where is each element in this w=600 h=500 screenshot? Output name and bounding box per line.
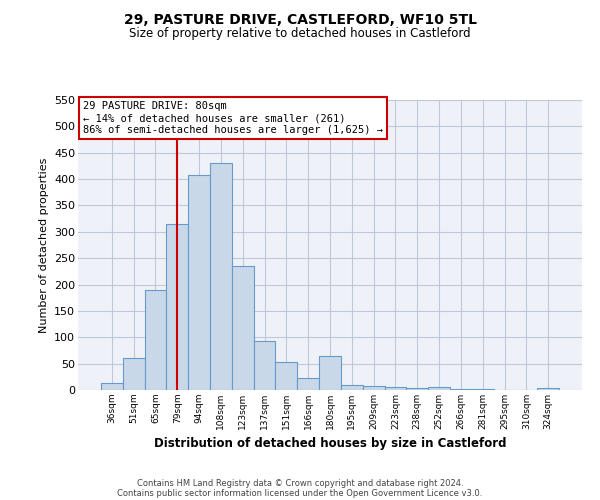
- Text: Contains HM Land Registry data © Crown copyright and database right 2024.: Contains HM Land Registry data © Crown c…: [137, 478, 463, 488]
- Bar: [537, 388, 559, 390]
- Text: 29 PASTURE DRIVE: 80sqm
← 14% of detached houses are smaller (261)
86% of semi-d: 29 PASTURE DRIVE: 80sqm ← 14% of detache…: [83, 102, 383, 134]
- Bar: [101, 383, 123, 390]
- Bar: [341, 384, 363, 390]
- Bar: [210, 164, 232, 390]
- Bar: [166, 224, 188, 390]
- Bar: [188, 175, 210, 390]
- Bar: [319, 356, 341, 390]
- Bar: [145, 290, 166, 390]
- Bar: [406, 388, 428, 390]
- Text: Contains public sector information licensed under the Open Government Licence v3: Contains public sector information licen…: [118, 488, 482, 498]
- Bar: [385, 388, 406, 390]
- Text: Size of property relative to detached houses in Castleford: Size of property relative to detached ho…: [129, 28, 471, 40]
- Bar: [275, 362, 297, 390]
- Bar: [297, 378, 319, 390]
- Bar: [254, 341, 275, 390]
- Y-axis label: Number of detached properties: Number of detached properties: [38, 158, 49, 332]
- Bar: [232, 266, 254, 390]
- Bar: [123, 358, 145, 390]
- Bar: [428, 388, 450, 390]
- X-axis label: Distribution of detached houses by size in Castleford: Distribution of detached houses by size …: [154, 438, 506, 450]
- Text: 29, PASTURE DRIVE, CASTLEFORD, WF10 5TL: 29, PASTURE DRIVE, CASTLEFORD, WF10 5TL: [124, 12, 476, 26]
- Bar: [363, 386, 385, 390]
